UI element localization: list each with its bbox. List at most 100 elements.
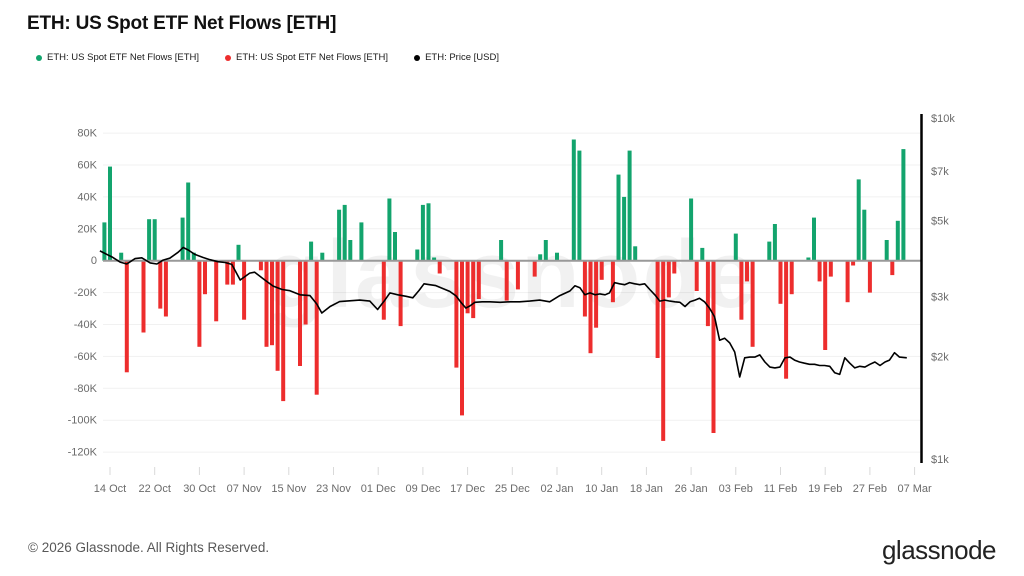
flow-bar[interactable] bbox=[784, 260, 789, 379]
flow-bar[interactable] bbox=[242, 260, 247, 320]
flow-bar[interactable] bbox=[281, 260, 286, 402]
flow-bar[interactable] bbox=[705, 260, 710, 327]
flow-bar[interactable] bbox=[476, 260, 481, 299]
flow-bar[interactable] bbox=[616, 174, 621, 261]
flow-bar[interactable] bbox=[789, 260, 794, 295]
flow-bar[interactable] bbox=[851, 260, 856, 266]
flow-bar[interactable] bbox=[733, 233, 738, 261]
flow-bar[interactable] bbox=[225, 260, 230, 285]
flow-bar[interactable] bbox=[426, 203, 431, 261]
flow-bar[interactable] bbox=[398, 260, 403, 327]
flow-bar[interactable] bbox=[275, 260, 280, 371]
flow-bar[interactable] bbox=[772, 224, 777, 261]
flow-bar[interactable] bbox=[577, 150, 582, 261]
flow-bar[interactable] bbox=[610, 260, 615, 303]
flow-bar[interactable] bbox=[303, 260, 308, 325]
flow-bar[interactable] bbox=[258, 260, 263, 271]
flow-bar[interactable] bbox=[633, 246, 638, 261]
flow-bar[interactable] bbox=[711, 260, 716, 433]
flow-bar[interactable] bbox=[381, 260, 386, 320]
flow-bar[interactable] bbox=[884, 240, 889, 261]
flow-bar[interactable] bbox=[622, 196, 627, 261]
flow-bar[interactable] bbox=[867, 260, 872, 293]
flow-bar[interactable] bbox=[895, 220, 900, 261]
flow-bar[interactable] bbox=[124, 260, 129, 373]
flow-bar[interactable] bbox=[582, 260, 587, 317]
flow-bar[interactable] bbox=[465, 260, 470, 314]
legend-item-netflow-negative[interactable]: ETH: US Spot ETF Net Flows [ETH] bbox=[225, 52, 388, 63]
flow-bar[interactable] bbox=[387, 198, 392, 261]
flow-bar[interactable] bbox=[108, 166, 112, 261]
flow-bar[interactable] bbox=[599, 260, 604, 280]
flow-bar[interactable] bbox=[812, 217, 816, 261]
flow-bar[interactable] bbox=[420, 204, 425, 261]
flow-bar[interactable] bbox=[588, 260, 593, 354]
flow-bar[interactable] bbox=[186, 182, 191, 261]
flow-bar[interactable] bbox=[197, 260, 202, 347]
flow-bar[interactable] bbox=[571, 139, 576, 261]
flow-bar[interactable] bbox=[454, 260, 459, 368]
flow-bar[interactable] bbox=[672, 260, 677, 274]
flow-bar[interactable] bbox=[750, 260, 755, 347]
flow-bar[interactable] bbox=[767, 241, 772, 261]
flow-bar[interactable] bbox=[504, 260, 509, 301]
flow-bar[interactable] bbox=[661, 260, 666, 441]
flow-bar[interactable] bbox=[270, 260, 274, 346]
flow-bar[interactable] bbox=[102, 222, 107, 261]
flow-bar[interactable] bbox=[180, 217, 185, 261]
flow-bar[interactable] bbox=[203, 260, 207, 295]
flow-bar[interactable] bbox=[890, 260, 895, 276]
flow-bar[interactable] bbox=[543, 240, 548, 261]
flow-bar[interactable] bbox=[337, 209, 342, 261]
legend-item-netflow-positive[interactable]: ETH: US Spot ETF Net Flows [ETH] bbox=[36, 52, 199, 63]
flow-bar[interactable] bbox=[515, 260, 520, 290]
flow-bar[interactable] bbox=[236, 244, 241, 261]
flow-bar[interactable] bbox=[689, 198, 694, 261]
flow-bar[interactable] bbox=[163, 260, 168, 317]
flow-bar[interactable] bbox=[532, 260, 537, 277]
flow-bar[interactable] bbox=[320, 252, 325, 261]
flow-bar[interactable] bbox=[538, 254, 543, 261]
flow-bar[interactable] bbox=[348, 240, 353, 261]
flow-bar[interactable] bbox=[264, 260, 269, 347]
flow-bar[interactable] bbox=[806, 257, 811, 261]
flow-bar[interactable] bbox=[147, 219, 152, 261]
flow-bar[interactable] bbox=[823, 260, 828, 350]
flow-bar[interactable] bbox=[158, 260, 163, 309]
flow-bar[interactable] bbox=[298, 260, 302, 366]
flow-bar[interactable] bbox=[191, 252, 196, 261]
flow-bar[interactable] bbox=[309, 241, 314, 261]
flow-bar[interactable] bbox=[862, 209, 867, 261]
flow-bar[interactable] bbox=[393, 232, 397, 261]
flow-bar[interactable] bbox=[739, 260, 744, 320]
flow-bar[interactable] bbox=[214, 260, 219, 322]
flow-bar[interactable] bbox=[342, 204, 347, 261]
flow-bar[interactable] bbox=[856, 179, 861, 261]
flow-bar[interactable] bbox=[555, 252, 559, 261]
flow-bar[interactable] bbox=[152, 219, 157, 261]
flow-bar[interactable] bbox=[745, 260, 749, 282]
legend-item-price[interactable]: ETH: Price [USD] bbox=[414, 52, 499, 63]
flow-bar[interactable] bbox=[694, 260, 699, 291]
flow-bar[interactable] bbox=[845, 260, 850, 303]
flow-bar[interactable] bbox=[901, 149, 906, 261]
flow-bar[interactable] bbox=[471, 260, 476, 319]
flow-bar[interactable] bbox=[627, 150, 632, 261]
flow-bar[interactable] bbox=[141, 260, 146, 333]
flow-bar[interactable] bbox=[817, 260, 822, 282]
flow-bar[interactable] bbox=[460, 260, 464, 416]
flow-bar[interactable] bbox=[828, 260, 833, 277]
flow-bar[interactable] bbox=[655, 260, 660, 358]
flow-bar[interactable] bbox=[230, 260, 235, 285]
flow-bar[interactable] bbox=[700, 247, 705, 261]
flow-bar[interactable] bbox=[415, 249, 420, 261]
flow-bar[interactable] bbox=[359, 222, 364, 261]
flow-bar[interactable] bbox=[314, 260, 319, 395]
flow-bar[interactable] bbox=[437, 260, 442, 274]
flow-bar[interactable] bbox=[432, 257, 437, 261]
flow-bar[interactable] bbox=[499, 240, 504, 261]
flow-bar[interactable] bbox=[778, 260, 783, 304]
flow-bar[interactable] bbox=[666, 260, 671, 298]
flow-bar[interactable] bbox=[119, 252, 124, 261]
